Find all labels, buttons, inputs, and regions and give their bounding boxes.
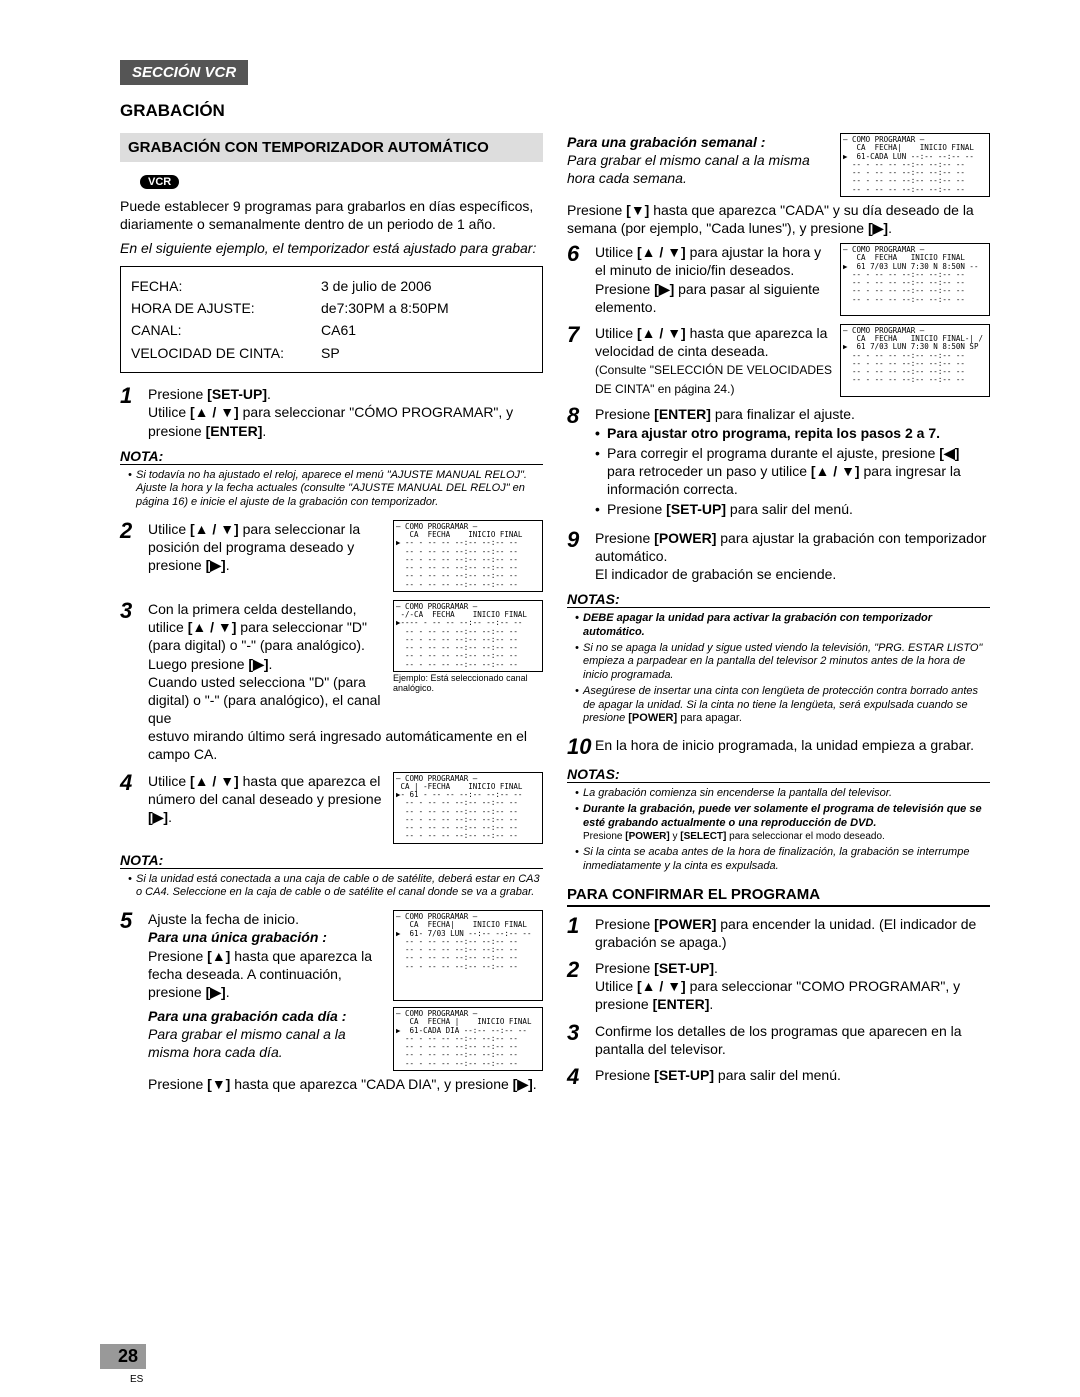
example-k: VELOCIDAD DE CINTA:: [131, 342, 321, 364]
intro-text: Puede establecer 9 programas para grabar…: [120, 197, 543, 233]
display-caption: Ejemplo: Está seleccionado canal analógi…: [393, 674, 543, 694]
step5a-hdr: Para una única grabación :: [148, 929, 327, 945]
step-number: 1: [120, 385, 148, 407]
example-v: 3 de julio de 2006: [321, 275, 432, 297]
step-6: 6 Utilice [▲ / ▼] para ajustar la hora y…: [567, 243, 990, 316]
example-v: CA61: [321, 319, 356, 341]
confirm3-text: Confirme los detalles de los programas q…: [595, 1022, 990, 1058]
step-3: 3 Con la primera celda destellando, util…: [120, 600, 543, 764]
step10-text: En la hora de inicio programada, la unid…: [595, 736, 990, 754]
nota-heading: NOTA:: [120, 852, 543, 869]
weekly-text: Para grabar el mismo canal a la misma ho…: [567, 152, 810, 186]
step-7: 7 Utilice [▲ / ▼] hasta que aparezca la …: [567, 324, 990, 398]
mini-display: – COMO PROGRAMAR – CA FECHA| INICIO FINA…: [840, 133, 990, 197]
mini-display: – COMO PROGRAMAR – -/-CA FECHA INICIO FI…: [393, 600, 543, 672]
mini-display: – COMO PROGRAMAR – CA | -FECHA INICIO FI…: [393, 772, 543, 844]
mini-display: – COMO PROGRAMAR – CA FECHA INICIO FINAL…: [840, 324, 990, 398]
step-5: 5 Ajuste la fecha de inicio. Para una ún…: [120, 910, 543, 1093]
nota-list: La grabación comienza sin encenderse la …: [567, 787, 990, 874]
confirm-2: 2 Presione [SET-UP].Utilice [▲ / ▼] para…: [567, 959, 990, 1014]
step8-b3: Presione [SET-UP] para salir del menú.: [595, 500, 990, 518]
intro-example-lead: En el siguiente ejemplo, el temporizador…: [120, 239, 543, 257]
weekly-after: Presione [▼] hasta que aparezca "CADA" y…: [567, 201, 990, 237]
step-number: 7: [567, 324, 595, 346]
mini-display: – COMO PROGRAMAR – CA FECHA INICIO FINAL…: [393, 520, 543, 592]
step5b-hdr: Para una grabación cada día :: [148, 1008, 346, 1024]
step8-b2: Para corregir el programa durante el aju…: [595, 444, 990, 499]
mini-display: – COMO PROGRAMAR – CA FECHA | INICIO FIN…: [393, 1007, 543, 1071]
nota-item: Si todavía no ha ajustado el reloj, apar…: [128, 469, 543, 510]
section-tab: SECCIÓN VCR: [120, 60, 248, 85]
step-10: 10 En la hora de inicio programada, la u…: [567, 736, 990, 758]
example-v: SP: [321, 342, 340, 364]
page-number: 28: [100, 1344, 146, 1369]
step-9: 9 Presione [POWER] para ajustar la graba…: [567, 529, 990, 584]
example-k: FECHA:: [131, 275, 321, 297]
step-number: 2: [567, 959, 595, 981]
nota-item: DEBE apagar la unidad para activar la gr…: [575, 612, 990, 640]
step-8: 8 Presione [ENTER] para finalizar el aju…: [567, 405, 990, 520]
nota-item: Si la unidad está conectada a una caja d…: [128, 873, 543, 901]
page-lang: ES: [130, 1374, 143, 1385]
step8-b1: Para ajustar otro programa, repita los p…: [595, 424, 990, 442]
nota-item: Asegúrese de insertar una cinta con leng…: [575, 685, 990, 726]
nota-item: Si la cinta se acaba antes de la hora de…: [575, 846, 990, 874]
confirm-3: 3 Confirme los detalles de los programas…: [567, 1022, 990, 1058]
step-4: 4 Utilice [▲ / ▼] hasta que aparezca el …: [120, 772, 543, 844]
confirm-1: 1 Presione [POWER] para encender la unid…: [567, 915, 990, 951]
mini-display: – COMO PROGRAMAR – CA FECHA| INICIO FINA…: [393, 910, 543, 1001]
nota-item: La grabación comienza sin encenderse la …: [575, 787, 990, 801]
nota-list: DEBE apagar la unidad para activar la gr…: [567, 612, 990, 726]
nota-list: Si la unidad está conectada a una caja d…: [120, 873, 543, 901]
example-table: FECHA:3 de julio de 2006 HORA DE AJUSTE:…: [120, 266, 543, 374]
step-number: 10: [567, 736, 595, 758]
step-number: 3: [120, 600, 148, 622]
notas-heading: NOTAS:: [567, 766, 990, 783]
example-k: CANAL:: [131, 319, 321, 341]
nota-heading: NOTA:: [120, 448, 543, 465]
confirm-heading: PARA CONFIRMAR EL PROGRAMA: [567, 886, 990, 907]
nota-item: Durante la grabación, puede ver solament…: [575, 803, 990, 844]
main-heading: GRABACIÓN: [120, 101, 990, 121]
mini-display: – COMO PROGRAMAR – CA FECHA INICIO FINAL…: [840, 243, 990, 316]
step5-lead: Ajuste la fecha de inicio.: [148, 911, 299, 927]
vcr-badge: VCR: [140, 175, 179, 189]
step-number: 6: [567, 243, 595, 265]
example-k: HORA DE AJUSTE:: [131, 297, 321, 319]
step-number: 2: [120, 520, 148, 542]
step-2: 2 Utilice [▲ / ▼] para seleccionar la po…: [120, 520, 543, 592]
step-number: 9: [567, 529, 595, 551]
step5b-text: Para grabar el mismo canal a la misma ho…: [148, 1026, 346, 1060]
example-v: de7:30PM a 8:50PM: [321, 297, 449, 319]
step-number: 3: [567, 1022, 595, 1044]
nota-item: Si no se apaga la unidad y sigue usted v…: [575, 642, 990, 683]
step-number: 4: [120, 772, 148, 794]
sub-heading-box: GRABACIÓN CON TEMPORIZADOR AUTOMÁTICO: [120, 133, 543, 162]
notas-heading: NOTAS:: [567, 591, 990, 608]
nota-bold: Durante la grabación, puede ver solament…: [583, 803, 982, 829]
step7-sub: (Consulte "SELECCIÓN DE VELOCIDADES DE C…: [595, 363, 832, 396]
step-number: 1: [567, 915, 595, 937]
nota-list: Si todavía no ha ajustado el reloj, apar…: [120, 469, 543, 510]
step-1: 1 Presione [SET-UP].Utilice [▲ / ▼] para…: [120, 385, 543, 440]
step-number: 5: [120, 910, 148, 932]
step-number: 4: [567, 1066, 595, 1088]
step-number: 8: [567, 405, 595, 427]
weekly-hdr: Para una grabación semanal :: [567, 134, 765, 150]
confirm-4: 4 Presione [SET-UP] para salir del menú.: [567, 1066, 990, 1088]
